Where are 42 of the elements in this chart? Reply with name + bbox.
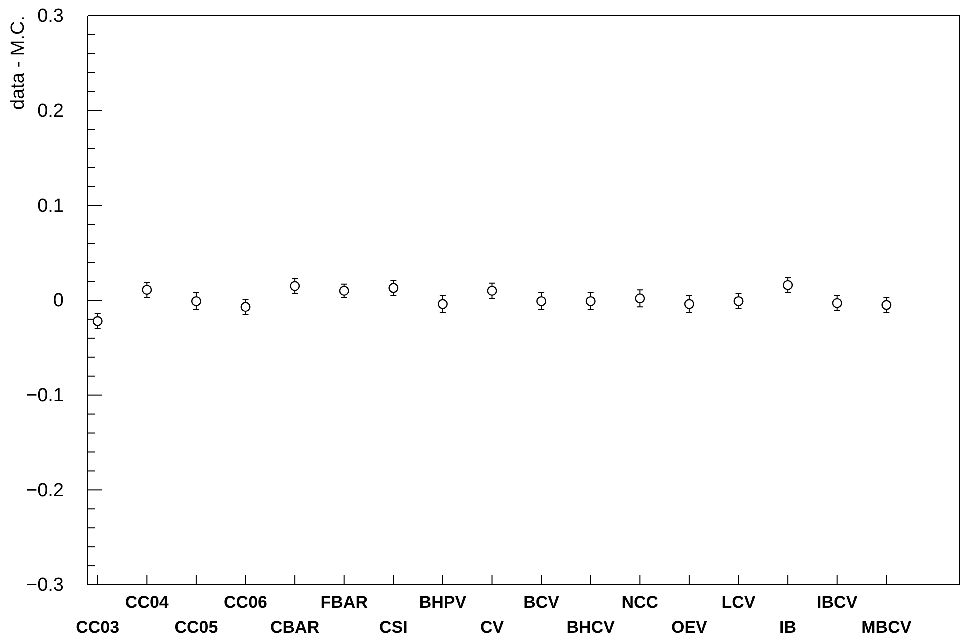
x-tick-label: MBCV: [862, 618, 912, 636]
x-tick-label: CC06: [224, 593, 268, 612]
x-tick-label: LCV: [722, 593, 756, 612]
point: [832, 298, 842, 308]
y-tick-label: −0.1: [26, 385, 64, 406]
point: [635, 294, 646, 304]
point: [734, 296, 744, 306]
x-tick-label: NCC: [622, 593, 659, 612]
y-tick-label: 0.2: [38, 100, 64, 122]
x-tick-label: FBAR: [320, 593, 368, 612]
point: [438, 299, 448, 310]
point: [586, 296, 596, 306]
x-tick-label: BCV: [524, 593, 560, 612]
y-tick-label: 0.3: [38, 6, 64, 28]
x-tick-label: BHPV: [419, 593, 468, 612]
x-tick-label: CBAR: [270, 618, 320, 636]
y-tick-label: 0: [53, 290, 64, 312]
point: [92, 316, 103, 326]
x-tick-label: IB: [780, 618, 797, 636]
point: [487, 286, 498, 296]
y-tick-label: −0.2: [26, 480, 64, 502]
point: [290, 281, 300, 292]
point: [882, 300, 892, 310]
x-tick-label: CV: [480, 618, 505, 636]
point: [339, 286, 350, 296]
point: [142, 285, 152, 296]
point: [191, 296, 202, 306]
y-axis-title: data - M.C.: [8, 16, 29, 110]
x-tick-label: CC03: [76, 618, 120, 636]
y-tick-label: 0.1: [38, 196, 64, 217]
point: [536, 296, 547, 306]
point: [388, 283, 399, 294]
point: [240, 302, 251, 312]
x-tick-label: CC04: [125, 593, 170, 612]
x-tick-label: IBCV: [817, 593, 858, 612]
x-tick-label: CSI: [379, 618, 408, 636]
x-tick-label: BHCV: [566, 618, 616, 636]
point: [783, 280, 794, 290]
x-tick-label: CC05: [174, 618, 218, 636]
x-tick-label: OEV: [672, 618, 708, 636]
y-tick-label: −0.3: [26, 575, 64, 596]
point: [684, 299, 694, 310]
